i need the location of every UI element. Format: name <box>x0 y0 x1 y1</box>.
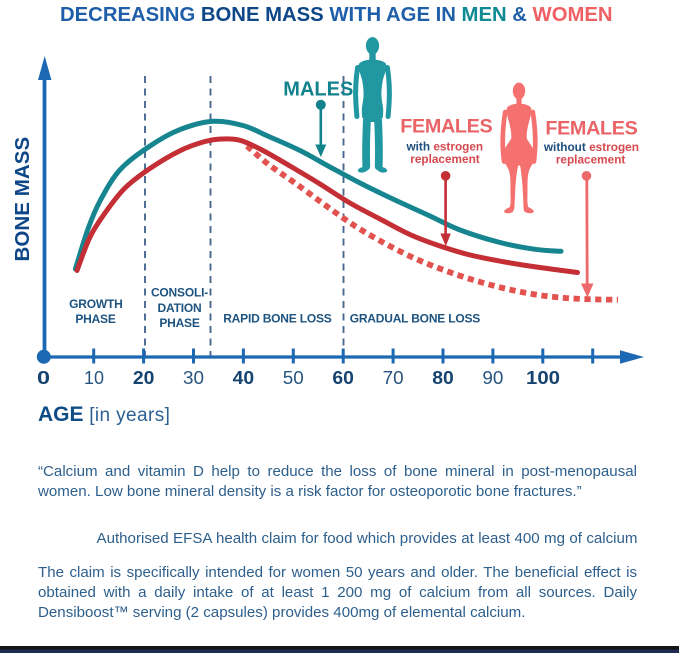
svg-text:100: 100 <box>526 367 560 388</box>
svg-text:20: 20 <box>133 367 155 388</box>
svg-text:0: 0 <box>37 367 50 388</box>
svg-text:with estrogen: with estrogen <box>405 140 483 154</box>
svg-text:replacement: replacement <box>556 153 626 167</box>
svg-text:FEMALES: FEMALES <box>400 116 492 138</box>
svg-text:CONSOLI-: CONSOLI- <box>151 286 208 300</box>
svg-text:40: 40 <box>233 367 255 388</box>
svg-text:GRADUAL BONE LOSS: GRADUAL BONE LOSS <box>350 312 481 326</box>
svg-text:replacement: replacement <box>410 152 480 166</box>
svg-text:DATION: DATION <box>158 301 202 315</box>
svg-text:50: 50 <box>283 367 304 388</box>
svg-text:FEMALES: FEMALES <box>545 118 637 140</box>
svg-text:PHASE: PHASE <box>159 316 200 330</box>
svg-text:RAPID BONE LOSS: RAPID BONE LOSS <box>223 312 332 326</box>
svg-text:GROWTH: GROWTH <box>69 297 122 311</box>
svg-text:MALES: MALES <box>283 78 353 100</box>
svg-text:90: 90 <box>482 367 503 388</box>
svg-text:30: 30 <box>183 367 204 388</box>
svg-text:80: 80 <box>432 367 454 388</box>
svg-text:10: 10 <box>84 367 104 388</box>
svg-text:without estrogen: without estrogen <box>543 140 639 154</box>
svg-text:PHASE: PHASE <box>75 312 116 326</box>
svg-text:60: 60 <box>332 367 354 388</box>
svg-text:BONE MASS: BONE MASS <box>11 137 34 262</box>
svg-text:70: 70 <box>383 367 404 388</box>
